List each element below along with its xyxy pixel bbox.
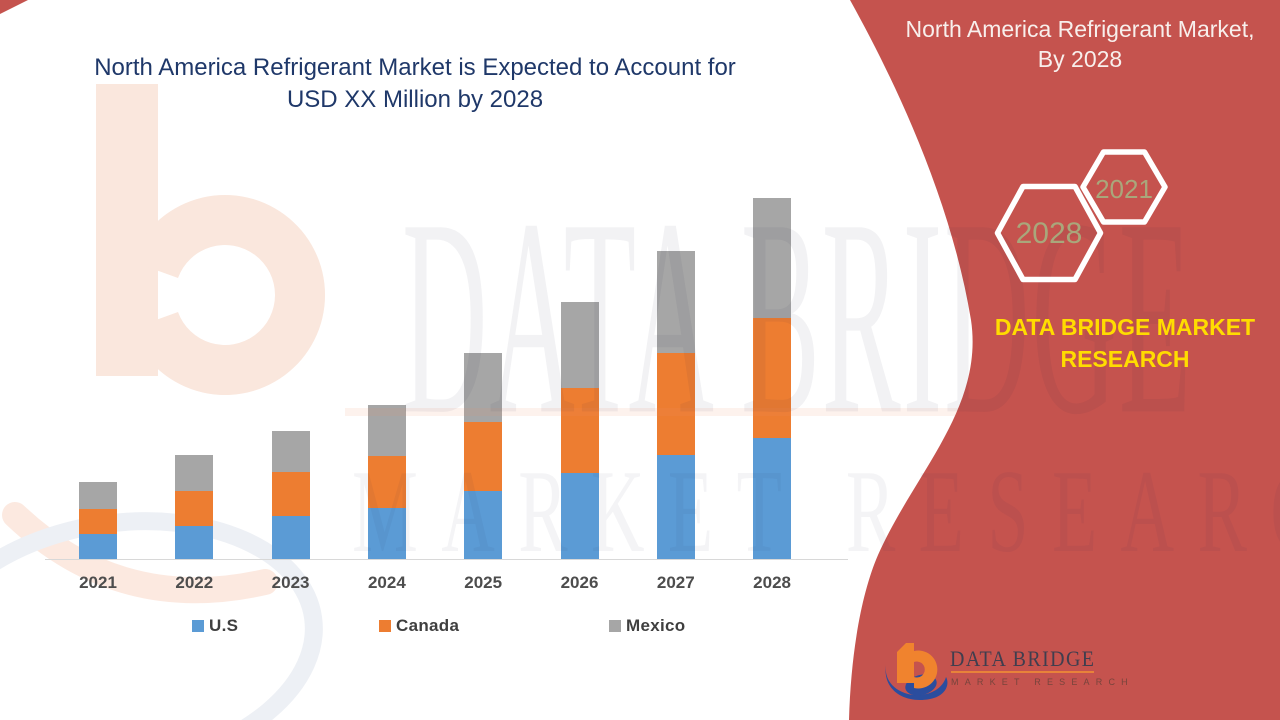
legend-swatch-icon — [379, 620, 391, 632]
legend-label: U.S — [209, 616, 239, 635]
bar-segment-us-2028 — [753, 438, 792, 559]
bar-segment-us-2021 — [79, 534, 117, 559]
x-axis-label-2028: 2028 — [753, 573, 791, 592]
logo-mark-icon — [885, 643, 948, 701]
bar-segment-canada-2021 — [79, 509, 117, 534]
bar-segment-us-2023 — [271, 516, 310, 559]
bar-segment-canada-2025 — [464, 422, 503, 491]
brand-text: DATA BRIDGE MARKET RESEARCH — [980, 311, 1270, 375]
x-axis-label-2023: 2023 — [271, 573, 310, 592]
hexagon-label-2021: 2021 — [1095, 174, 1153, 204]
x-axis-label-2024: 2024 — [367, 573, 406, 592]
watermark-b-bowl — [131, 195, 326, 395]
page-title-line2: USD XX Million by 2028 — [286, 86, 544, 113]
brand-text-line1: DATA BRIDGE MARKET — [994, 314, 1256, 340]
bar-segment-canada-2026 — [560, 388, 599, 473]
bar-segment-us-2027 — [656, 455, 695, 559]
page-title: North America Refrigerant Market is Expe… — [20, 52, 810, 116]
panel-heading: North America Refrigerant Market, By 202… — [880, 14, 1280, 74]
bar-segment-mexico-2028 — [753, 198, 792, 318]
panel-heading-line2: By 2028 — [1037, 46, 1123, 72]
bar-segment-canada-2023 — [271, 472, 310, 516]
bar-segment-mexico-2025 — [464, 353, 503, 422]
bar-segment-mexico-2023 — [271, 431, 310, 472]
brand-text-line2: RESEARCH — [1060, 346, 1190, 372]
corner-accent — [0, 0, 28, 14]
legend-item-us: U.S — [192, 616, 239, 635]
x-axis-line — [45, 559, 848, 560]
bar-segment-us-2024 — [367, 508, 406, 559]
legend-label: Mexico — [626, 616, 686, 635]
company-logo: DATA BRIDGE MARKET RESEARCH — [880, 636, 1140, 706]
bar-segment-mexico-2022 — [175, 455, 214, 491]
logo-b-bowl — [914, 650, 938, 689]
x-axis-label-2027: 2027 — [656, 573, 695, 592]
bar-segment-us-2025 — [464, 491, 503, 559]
logo-sub-text: MARKET RESEARCH — [951, 677, 1134, 687]
legend-swatch-icon — [609, 620, 621, 632]
logo-b-stem — [897, 643, 914, 683]
bar-segment-us-2026 — [560, 473, 599, 559]
legend-swatch-icon — [192, 620, 204, 632]
bar-segment-canada-2028 — [753, 318, 792, 438]
bar-segment-mexico-2021 — [79, 482, 117, 509]
bar-segment-canada-2027 — [656, 353, 695, 455]
bar-segment-canada-2024 — [367, 456, 406, 508]
side-panel-shape — [849, 0, 1280, 720]
page-title-line1: North America Refrigerant Market is Expe… — [94, 54, 736, 81]
x-axis-label-2025: 2025 — [464, 573, 503, 592]
x-axis-label-2022: 2022 — [175, 573, 214, 592]
bar-segment-canada-2022 — [175, 491, 214, 526]
logo-underline — [951, 671, 1094, 673]
legend-item-canada: Canada — [379, 616, 460, 635]
logo-name-text: DATA BRIDGE — [950, 646, 1096, 672]
bar-segment-us-2022 — [175, 526, 214, 559]
legend-item-mexico: Mexico — [609, 616, 686, 635]
bar-segment-mexico-2026 — [560, 302, 599, 388]
panel-heading-line1: North America Refrigerant Market, — [905, 16, 1255, 42]
hexagon-2021 — [1080, 149, 1168, 225]
hexagon-2028 — [994, 183, 1104, 283]
bar-segment-mexico-2024 — [367, 405, 406, 456]
legend-label: Canada — [396, 616, 460, 635]
hexagon-label-2028: 2028 — [1015, 217, 1083, 250]
watermark-underline-band — [345, 408, 1280, 416]
bar-segment-mexico-2027 — [656, 251, 695, 353]
x-axis-label-2026: 2026 — [560, 573, 599, 592]
x-axis-label-2021: 2021 — [79, 573, 117, 592]
